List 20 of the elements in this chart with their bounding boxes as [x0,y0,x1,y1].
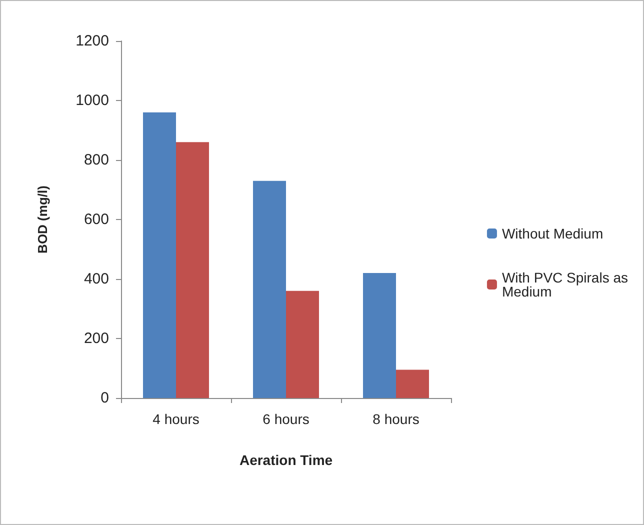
y-tick-label: 1000 [76,92,109,109]
x-tick-label: 4 hours [152,411,200,427]
bar [176,142,209,398]
y-tick-label: 800 [84,152,109,168]
bar [286,290,319,398]
y-tick-label: 600 [84,211,109,228]
y-tick-label: 0 [100,390,109,406]
bar [143,112,176,398]
x-tick-label: 6 hours [262,411,310,427]
legend-label: Without Medium [502,226,604,242]
bar [396,370,429,398]
y-tick-label: 400 [84,270,109,288]
x-tick-label: 8 hours [372,411,420,427]
y-axis-title: BOD (mg/l) [35,186,50,254]
bar [253,180,286,398]
y-tick-label: 1200 [76,32,109,50]
x-axis-title: Aeration Time [239,452,333,468]
y-tick-label: 200 [84,330,109,347]
legend-label: With PVC Spirals as Medium [502,270,628,300]
bar [363,273,396,398]
